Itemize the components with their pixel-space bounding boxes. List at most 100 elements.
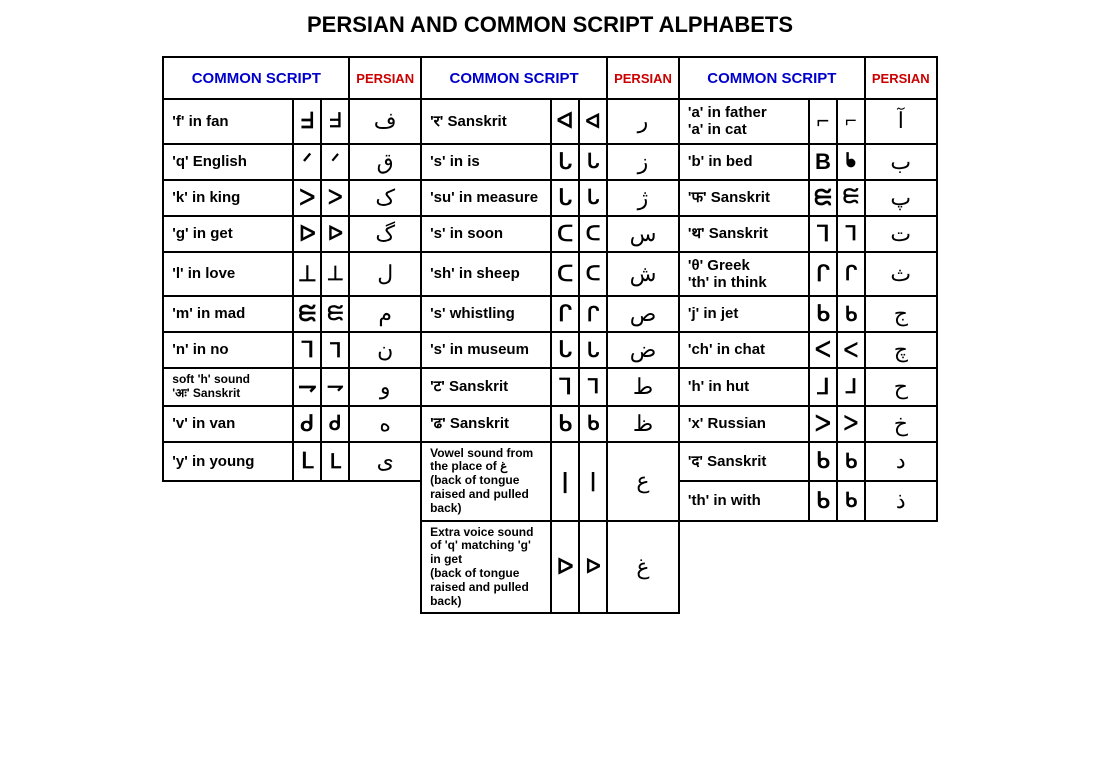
glyph-large-left-6: ᒣ — [293, 332, 321, 368]
glyph-large-right-9: ᑲ — [809, 442, 837, 481]
desc-mid-9: Vowel sound from the place of غ(back of … — [421, 442, 551, 521]
glyph-large-left-9: ᒪ — [293, 442, 321, 481]
glyph-small-left-2: ᐳ — [321, 180, 349, 216]
persian-left-2: ک — [349, 180, 421, 216]
table-wrapper: COMMON SCRIPT PERSIAN COMMON SCRIPT PERS… — [0, 56, 1100, 614]
glyph-small-left-1: ᐟ — [321, 144, 349, 180]
desc-mid-4: 'sh' in sheep — [421, 252, 551, 297]
glyph-large-left-7: ⇁ — [293, 368, 321, 406]
table-row: 'm' in mad ᙓ ᙓ م 's' whistling ᒋ ᒋ ص 'j'… — [163, 296, 936, 332]
glyph-large-right-0: ⌐ — [809, 99, 837, 144]
glyph-small-mid-8: ᑲ — [579, 406, 607, 442]
table-row: Extra voice sound of 'q' matching 'g' in… — [163, 521, 936, 614]
persian-mid-5: ص — [607, 296, 679, 332]
persian-right-5: ج — [865, 296, 937, 332]
desc-right-7: 'h' in hut — [679, 368, 809, 406]
persian-right-10: ذ — [865, 481, 937, 521]
desc-left-9: 'y' in young — [163, 442, 293, 481]
page: PERSIAN AND COMMON SCRIPT ALPHABETS COMM… — [0, 0, 1100, 614]
table-row: 'k' in king ᐳ ᐳ ک 'su' in measure ᒐ ᒐ ژ … — [163, 180, 936, 216]
glyph-large-right-4: ᒋ — [809, 252, 837, 297]
glyph-large-mid-0: ᐊ — [551, 99, 579, 144]
glyph-large-mid-8: ᑲ — [551, 406, 579, 442]
desc-mid-0: 'र' Sanskrit — [421, 99, 551, 144]
table-row: 'y' in young ᒪ ᒪ ی Vowel sound from the … — [163, 442, 936, 481]
persian-mid-1: ز — [607, 144, 679, 180]
persian-left-4: ل — [349, 252, 421, 297]
glyph-small-mid-3: ᑕ — [579, 216, 607, 252]
desc-left-2: 'k' in king — [163, 180, 293, 216]
glyph-large-left-3: ᐅ — [293, 216, 321, 252]
glyph-small-right-2: ᙓ — [837, 180, 865, 216]
page-title: PERSIAN AND COMMON SCRIPT ALPHABETS — [0, 12, 1100, 38]
desc-left-0: 'f' in fan — [163, 99, 293, 144]
desc-right-3: 'थ' Sanskrit — [679, 216, 809, 252]
glyph-large-right-10: ᑲ — [809, 481, 837, 521]
glyph-small-mid-7: ᒣ — [579, 368, 607, 406]
glyph-small-mid-5: ᒋ — [579, 296, 607, 332]
glyph-small-mid-2: ᒐ — [579, 180, 607, 216]
desc-left-7: soft 'h' sound'अः' Sanskrit — [163, 368, 293, 406]
glyph-large-mid-9: | — [551, 442, 579, 521]
persian-left-6: ن — [349, 332, 421, 368]
desc-left-5: 'm' in mad — [163, 296, 293, 332]
table-row: 'l' in love ⊥ ⊥ ل 'sh' in sheep ᑕ ᑕ ش 'θ… — [163, 252, 936, 297]
glyph-small-mid-1: ᒐ — [579, 144, 607, 180]
desc-mid-1: 's' in is — [421, 144, 551, 180]
alphabet-table: COMMON SCRIPT PERSIAN COMMON SCRIPT PERS… — [162, 56, 937, 614]
persian-mid-6: ض — [607, 332, 679, 368]
glyph-large-right-1: B — [809, 144, 837, 180]
glyph-small-left-9: ᒪ — [321, 442, 349, 481]
table-row: 'f' in fan ᖵ ᖵ ف 'र' Sanskrit ᐊ ᐊ ر 'a' … — [163, 99, 936, 144]
glyph-large-mid-1: ᒐ — [551, 144, 579, 180]
desc-mid-10: Extra voice sound of 'q' matching 'g' in… — [421, 521, 551, 614]
persian-left-3: گ — [349, 216, 421, 252]
glyph-small-left-5: ᙓ — [321, 296, 349, 332]
glyph-large-mid-5: ᒋ — [551, 296, 579, 332]
table-row: 'v' in van ᑯ ᑯ ه 'ढ' Sanskrit ᑲ ᑲ ظ 'x' … — [163, 406, 936, 442]
table-row: soft 'h' sound'अः' Sanskrit ⇁ ⇁ و 'ट' Sa… — [163, 368, 936, 406]
glyph-small-left-8: ᑯ — [321, 406, 349, 442]
persian-right-6: چ — [865, 332, 937, 368]
table-row: 'q' English ᐟ ᐟ ق 's' in is ᒐ ᒐ ز 'b' in… — [163, 144, 936, 180]
glyph-large-right-6: ᐸ — [809, 332, 837, 368]
glyph-large-right-7: ᒧ — [809, 368, 837, 406]
glyph-small-right-1: ᖲ — [837, 144, 865, 180]
glyph-small-mid-0: ᐊ — [579, 99, 607, 144]
glyph-large-left-8: ᑯ — [293, 406, 321, 442]
persian-left-9: ی — [349, 442, 421, 481]
desc-left-3: 'g' in get — [163, 216, 293, 252]
persian-mid-2: ژ — [607, 180, 679, 216]
desc-right-5: 'j' in jet — [679, 296, 809, 332]
header-row: COMMON SCRIPT PERSIAN COMMON SCRIPT PERS… — [163, 57, 936, 99]
glyph-small-right-0: ⌐ — [837, 99, 865, 144]
persian-mid-7: ط — [607, 368, 679, 406]
desc-left-4: 'l' in love — [163, 252, 293, 297]
glyph-small-left-7: ⇁ — [321, 368, 349, 406]
persian-left-0: ف — [349, 99, 421, 144]
persian-mid-3: س — [607, 216, 679, 252]
persian-right-3: ت — [865, 216, 937, 252]
desc-right-1: 'b' in bed — [679, 144, 809, 180]
persian-left-5: م — [349, 296, 421, 332]
glyph-small-right-5: ᑲ — [837, 296, 865, 332]
desc-left-8: 'v' in van — [163, 406, 293, 442]
glyph-large-mid-4: ᑕ — [551, 252, 579, 297]
glyph-small-mid-10: ᐅ — [579, 521, 607, 614]
glyph-small-right-3: ᒣ — [837, 216, 865, 252]
header-persian-right: PERSIAN — [865, 57, 937, 99]
persian-mid-9: ع — [607, 442, 679, 521]
desc-mid-7: 'ट' Sanskrit — [421, 368, 551, 406]
table-body: 'f' in fan ᖵ ᖵ ف 'र' Sanskrit ᐊ ᐊ ر 'a' … — [163, 99, 936, 613]
glyph-small-right-8: ᐳ — [837, 406, 865, 442]
glyph-small-left-6: ᒣ — [321, 332, 349, 368]
persian-right-7: ح — [865, 368, 937, 406]
persian-right-2: پ — [865, 180, 937, 216]
glyph-small-left-3: ᐅ — [321, 216, 349, 252]
glyph-small-mid-6: ᒐ — [579, 332, 607, 368]
glyph-large-left-1: ᐟ — [293, 144, 321, 180]
glyph-small-mid-9: | — [579, 442, 607, 521]
table-row: 'n' in no ᒣ ᒣ ن 's' in museum ᒐ ᒐ ض 'ch'… — [163, 332, 936, 368]
desc-mid-5: 's' whistling — [421, 296, 551, 332]
header-common-mid: COMMON SCRIPT — [421, 57, 607, 99]
